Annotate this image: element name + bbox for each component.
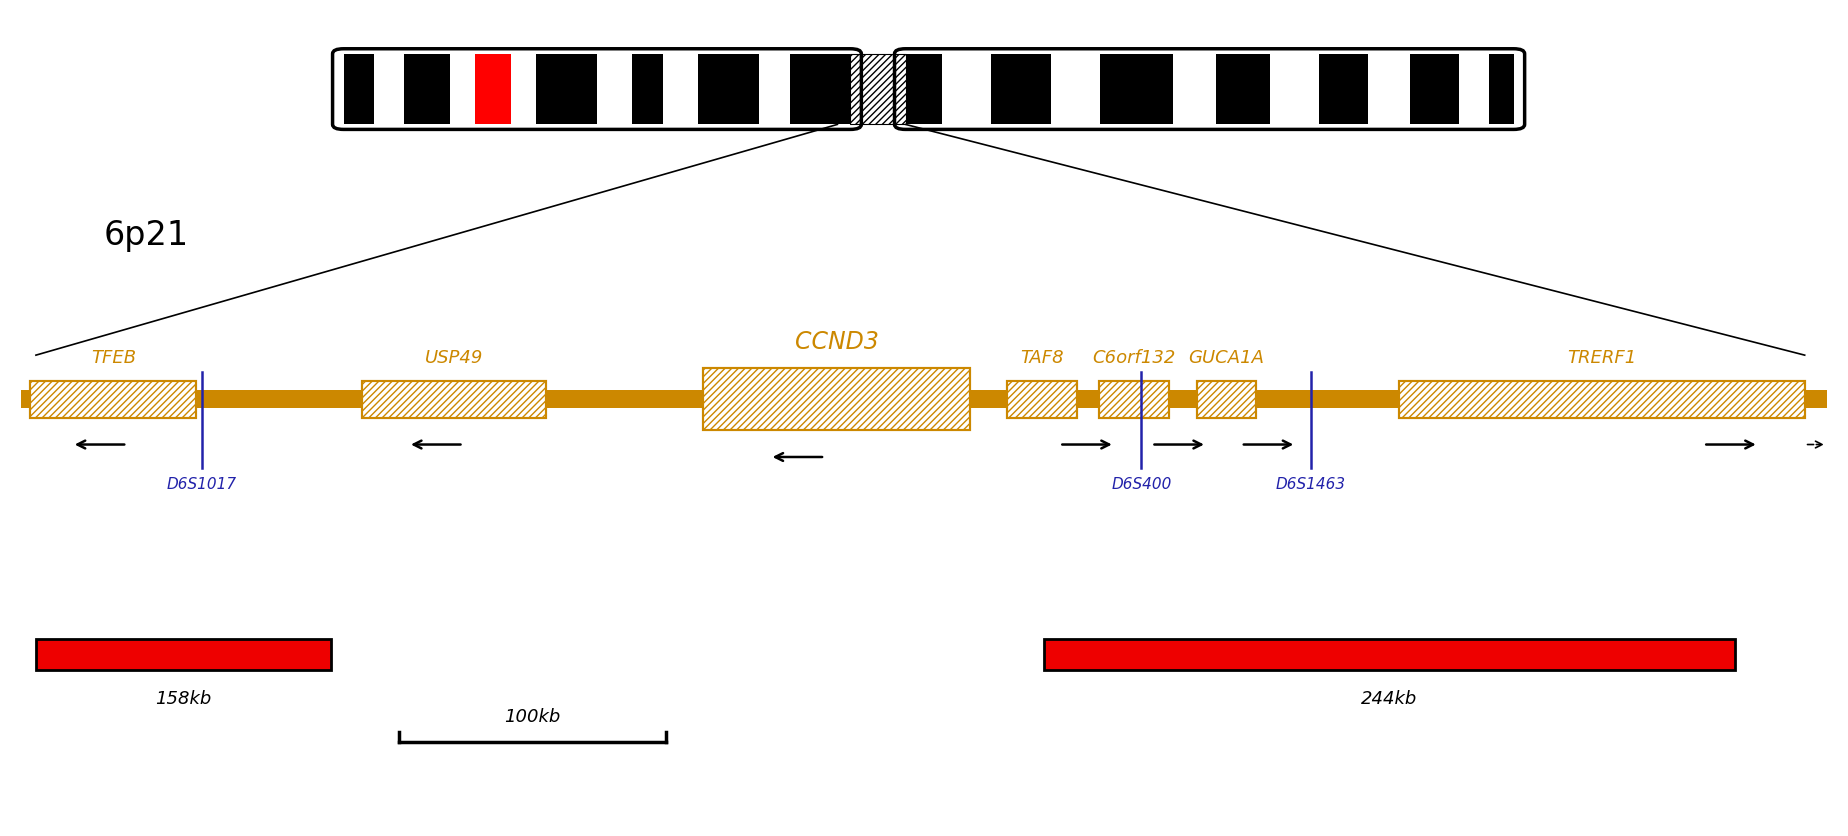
Bar xyxy=(1368,54,1410,125)
Text: GUCA1A: GUCA1A xyxy=(1188,348,1264,366)
Bar xyxy=(1044,639,1735,670)
Bar xyxy=(1399,381,1805,418)
Bar xyxy=(510,54,536,125)
Bar xyxy=(475,54,510,125)
Bar xyxy=(30,381,196,418)
Text: D6S400: D6S400 xyxy=(1111,477,1172,492)
Bar xyxy=(702,369,970,431)
Bar xyxy=(702,369,970,431)
Bar xyxy=(789,54,850,125)
Bar xyxy=(536,54,597,125)
Text: CCND3: CCND3 xyxy=(795,329,878,354)
Bar xyxy=(597,54,632,125)
Text: 6p21: 6p21 xyxy=(103,219,188,252)
Bar xyxy=(362,381,547,418)
Bar xyxy=(1458,54,1489,125)
Text: 158kb: 158kb xyxy=(155,689,211,706)
Text: TRERF1: TRERF1 xyxy=(1567,348,1637,366)
Bar xyxy=(362,381,547,418)
Bar xyxy=(906,54,942,125)
Bar xyxy=(1410,54,1458,125)
Text: 100kb: 100kb xyxy=(505,707,560,726)
Bar xyxy=(1198,381,1255,418)
Bar xyxy=(1100,381,1170,418)
Bar xyxy=(1319,54,1368,125)
Bar xyxy=(1489,54,1514,125)
Bar xyxy=(1100,381,1170,418)
Text: D6S1463: D6S1463 xyxy=(1275,477,1345,492)
Text: 244kb: 244kb xyxy=(1362,689,1417,706)
Text: TAF8: TAF8 xyxy=(1020,348,1064,366)
Bar xyxy=(991,54,1052,125)
Bar xyxy=(20,390,1828,409)
Text: D6S1017: D6S1017 xyxy=(166,477,237,492)
Bar xyxy=(1100,381,1170,418)
Text: TFEB: TFEB xyxy=(91,348,137,366)
Bar xyxy=(1399,381,1805,418)
Bar xyxy=(1100,54,1173,125)
Bar xyxy=(451,54,475,125)
Bar xyxy=(850,54,906,125)
Bar xyxy=(1007,381,1077,418)
Bar xyxy=(30,381,196,418)
Bar xyxy=(699,54,760,125)
Bar xyxy=(344,54,373,125)
Bar xyxy=(632,54,663,125)
Bar xyxy=(405,54,451,125)
Bar xyxy=(1198,381,1255,418)
Bar xyxy=(30,381,196,418)
Bar xyxy=(1007,381,1077,418)
Bar xyxy=(1270,54,1319,125)
Text: C6orf132: C6orf132 xyxy=(1092,348,1175,366)
FancyBboxPatch shape xyxy=(329,48,1528,132)
Bar xyxy=(373,54,405,125)
Bar xyxy=(1216,54,1270,125)
Bar xyxy=(1399,381,1805,418)
Bar xyxy=(1007,381,1077,418)
Bar xyxy=(1198,381,1255,418)
Bar xyxy=(35,639,331,670)
Bar xyxy=(702,369,970,431)
Bar xyxy=(1173,54,1216,125)
Bar xyxy=(663,54,699,125)
Bar xyxy=(760,54,789,125)
Bar xyxy=(1052,54,1100,125)
Bar xyxy=(942,54,991,125)
Text: USP49: USP49 xyxy=(425,348,484,366)
Bar xyxy=(850,54,906,125)
Bar xyxy=(362,381,547,418)
